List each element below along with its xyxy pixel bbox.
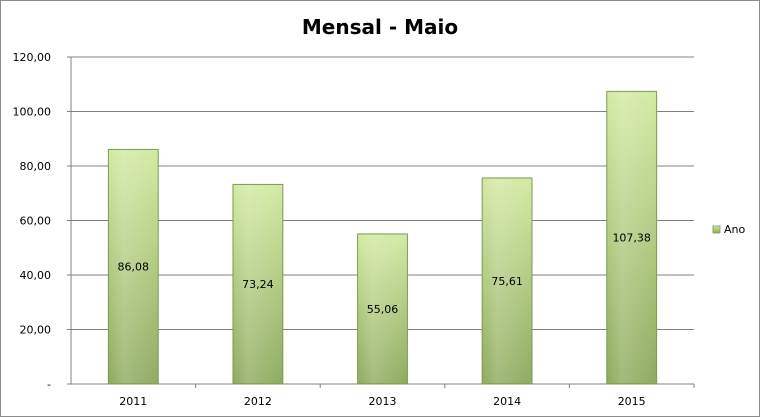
x-tick-label: 2011: [119, 395, 147, 408]
data-label: 75,61: [491, 275, 523, 288]
x-tick-label: 2013: [369, 395, 397, 408]
chart-title: Mensal - Maio: [302, 15, 458, 39]
y-tick-label: 100,00: [13, 106, 52, 119]
legend-swatch: [712, 225, 721, 234]
legend: Ano: [712, 223, 745, 236]
y-tick-label: 80,00: [20, 160, 52, 173]
x-tick-label: 2015: [618, 395, 646, 408]
data-label: 86,08: [118, 261, 150, 274]
x-tick-label: 2012: [244, 395, 272, 408]
y-tick-label: -: [47, 378, 51, 391]
x-tick-label: 2014: [493, 395, 521, 408]
y-tick-label: 60,00: [20, 215, 52, 228]
bars: [107, 90, 658, 385]
bar-highlight: [233, 185, 282, 383]
y-tick-label: 20,00: [20, 324, 52, 337]
legend-label: Ano: [724, 223, 745, 236]
data-label: 73,24: [242, 278, 274, 291]
axes: - 20,00 40,00 60,00 80,00 100,00 120,00 2011 201…: [13, 51, 695, 408]
bar-highlight: [483, 178, 532, 383]
data-label: 107,38: [612, 232, 651, 245]
bar-highlight: [607, 92, 656, 384]
bar-highlight: [358, 234, 407, 383]
data-labels: 86,08 73,24 55,06 75,61 107,38: [118, 232, 651, 316]
y-tick-label: 120,00: [13, 51, 52, 64]
gridlines: [71, 56, 694, 330]
y-tick-label: 40,00: [20, 269, 52, 282]
data-label: 55,06: [367, 303, 399, 316]
bar-highlight: [109, 150, 158, 383]
